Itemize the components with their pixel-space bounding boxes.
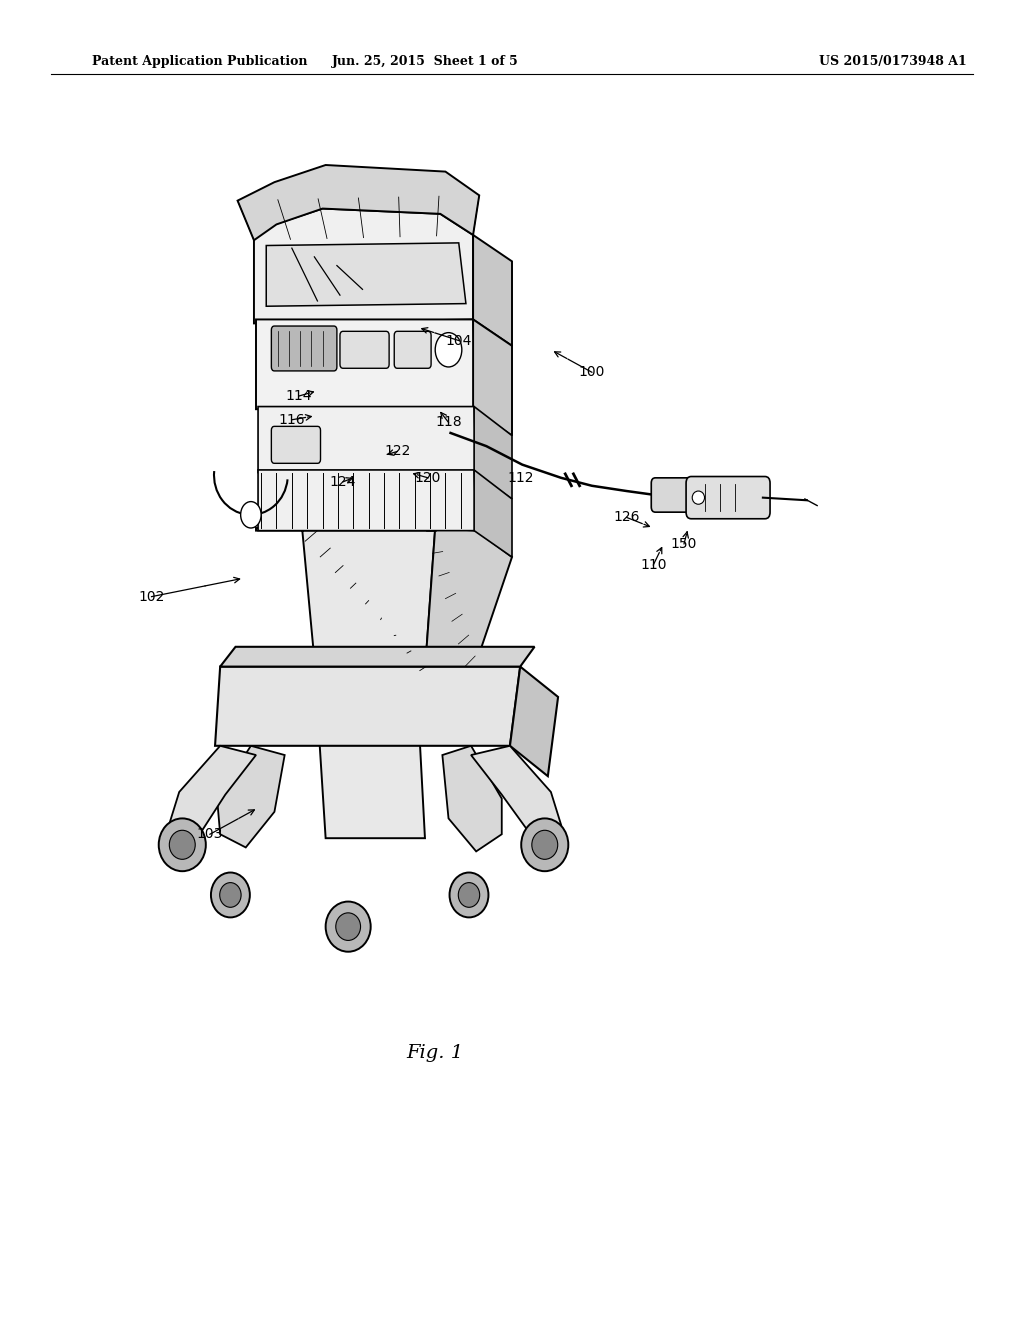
Polygon shape [425,528,512,693]
Circle shape [241,502,261,528]
Text: 100: 100 [579,366,605,379]
Text: 150: 150 [671,537,697,550]
Polygon shape [258,470,476,531]
FancyBboxPatch shape [340,331,389,368]
Polygon shape [474,407,512,499]
Text: Fig. 1: Fig. 1 [407,1044,464,1063]
Circle shape [435,333,462,367]
FancyBboxPatch shape [651,478,698,512]
Ellipse shape [169,830,196,859]
FancyBboxPatch shape [686,477,770,519]
Text: 120: 120 [415,471,441,484]
Text: 122: 122 [384,445,411,458]
Text: 116: 116 [279,413,305,426]
Text: Jun. 25, 2015  Sheet 1 of 5: Jun. 25, 2015 Sheet 1 of 5 [332,55,518,69]
Polygon shape [474,470,512,557]
Text: Patent Application Publication: Patent Application Publication [92,55,307,69]
Ellipse shape [220,883,241,907]
Text: 124: 124 [330,475,356,488]
FancyBboxPatch shape [271,426,321,463]
Polygon shape [215,667,520,746]
Polygon shape [442,746,502,851]
Polygon shape [473,319,512,436]
Ellipse shape [459,883,479,907]
Text: 118: 118 [435,416,462,429]
Ellipse shape [692,491,705,504]
Polygon shape [266,243,466,306]
Polygon shape [471,746,561,834]
Ellipse shape [326,902,371,952]
Polygon shape [473,235,512,346]
Ellipse shape [336,913,360,940]
Polygon shape [169,746,256,834]
Ellipse shape [159,818,206,871]
Polygon shape [254,209,473,323]
Ellipse shape [521,818,568,871]
Polygon shape [256,528,476,671]
Polygon shape [319,742,425,838]
Text: 110: 110 [640,558,667,572]
Polygon shape [220,647,535,667]
Ellipse shape [211,873,250,917]
Text: 114: 114 [286,389,312,403]
Ellipse shape [450,873,488,917]
Polygon shape [217,746,285,847]
Ellipse shape [531,830,558,859]
Polygon shape [258,407,476,473]
Text: 102: 102 [138,590,165,603]
Text: 104: 104 [445,334,472,347]
Polygon shape [238,165,479,240]
FancyBboxPatch shape [271,326,337,371]
Text: US 2015/0173948 A1: US 2015/0173948 A1 [819,55,967,69]
FancyBboxPatch shape [394,331,431,368]
Text: 103: 103 [197,828,223,841]
Text: 112: 112 [507,471,534,484]
Text: 126: 126 [613,511,640,524]
Polygon shape [510,667,558,776]
Polygon shape [256,319,476,409]
